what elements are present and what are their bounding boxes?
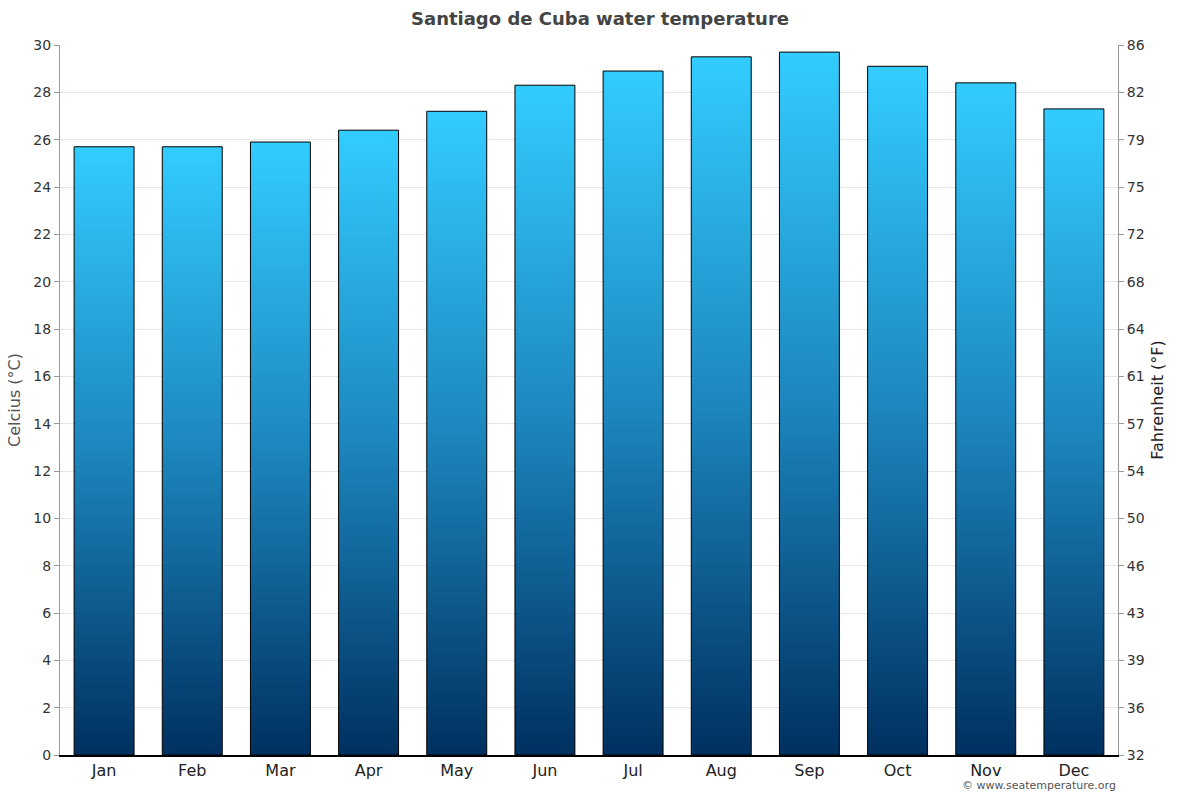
svg-text:8: 8 [42, 558, 51, 574]
svg-text:Jan: Jan [91, 761, 117, 780]
svg-text:50: 50 [1127, 510, 1145, 526]
svg-text:Fahrenheit (°F): Fahrenheit (°F) [1148, 340, 1167, 459]
svg-text:Sep: Sep [794, 761, 824, 780]
svg-text:10: 10 [33, 510, 51, 526]
svg-text:12: 12 [33, 463, 51, 479]
svg-text:61: 61 [1127, 368, 1145, 384]
svg-text:May: May [440, 761, 473, 780]
svg-text:24: 24 [33, 179, 51, 195]
svg-text:22: 22 [33, 226, 51, 242]
svg-text:2: 2 [42, 700, 51, 716]
svg-text:Jun: Jun [531, 761, 557, 780]
svg-text:20: 20 [33, 274, 51, 290]
svg-text:16: 16 [33, 368, 51, 384]
svg-text:26: 26 [33, 132, 51, 148]
svg-text:43: 43 [1127, 605, 1145, 621]
svg-text:Jul: Jul [622, 761, 642, 780]
svg-text:Dec: Dec [1058, 761, 1089, 780]
svg-text:0: 0 [42, 747, 51, 763]
svg-text:39: 39 [1127, 652, 1145, 668]
svg-text:18: 18 [33, 321, 51, 337]
svg-text:Feb: Feb [178, 761, 206, 780]
svg-text:Nov: Nov [970, 761, 1001, 780]
svg-text:68: 68 [1127, 274, 1145, 290]
svg-text:Oct: Oct [884, 761, 912, 780]
svg-text:64: 64 [1127, 321, 1145, 337]
svg-text:4: 4 [42, 652, 51, 668]
svg-text:Santiago de Cuba water tempera: Santiago de Cuba water temperature [411, 8, 789, 29]
svg-text:30: 30 [33, 37, 51, 53]
svg-text:36: 36 [1127, 700, 1145, 716]
svg-text:32: 32 [1127, 747, 1145, 763]
svg-text:54: 54 [1127, 463, 1145, 479]
svg-text:Aug: Aug [706, 761, 737, 780]
svg-text:6: 6 [42, 605, 51, 621]
svg-text:79: 79 [1127, 132, 1145, 148]
svg-text:75: 75 [1127, 179, 1145, 195]
svg-text:Celcius (°C): Celcius (°C) [5, 353, 24, 447]
svg-text:46: 46 [1127, 558, 1145, 574]
svg-text:72: 72 [1127, 226, 1145, 242]
svg-text:28: 28 [33, 84, 51, 100]
svg-text:57: 57 [1127, 416, 1145, 432]
svg-text:14: 14 [33, 416, 51, 432]
svg-text:Apr: Apr [355, 761, 383, 780]
svg-text:© www.seatemperature.org: © www.seatemperature.org [962, 779, 1116, 792]
svg-text:82: 82 [1127, 84, 1145, 100]
svg-text:86: 86 [1127, 37, 1145, 53]
svg-text:Mar: Mar [265, 761, 296, 780]
